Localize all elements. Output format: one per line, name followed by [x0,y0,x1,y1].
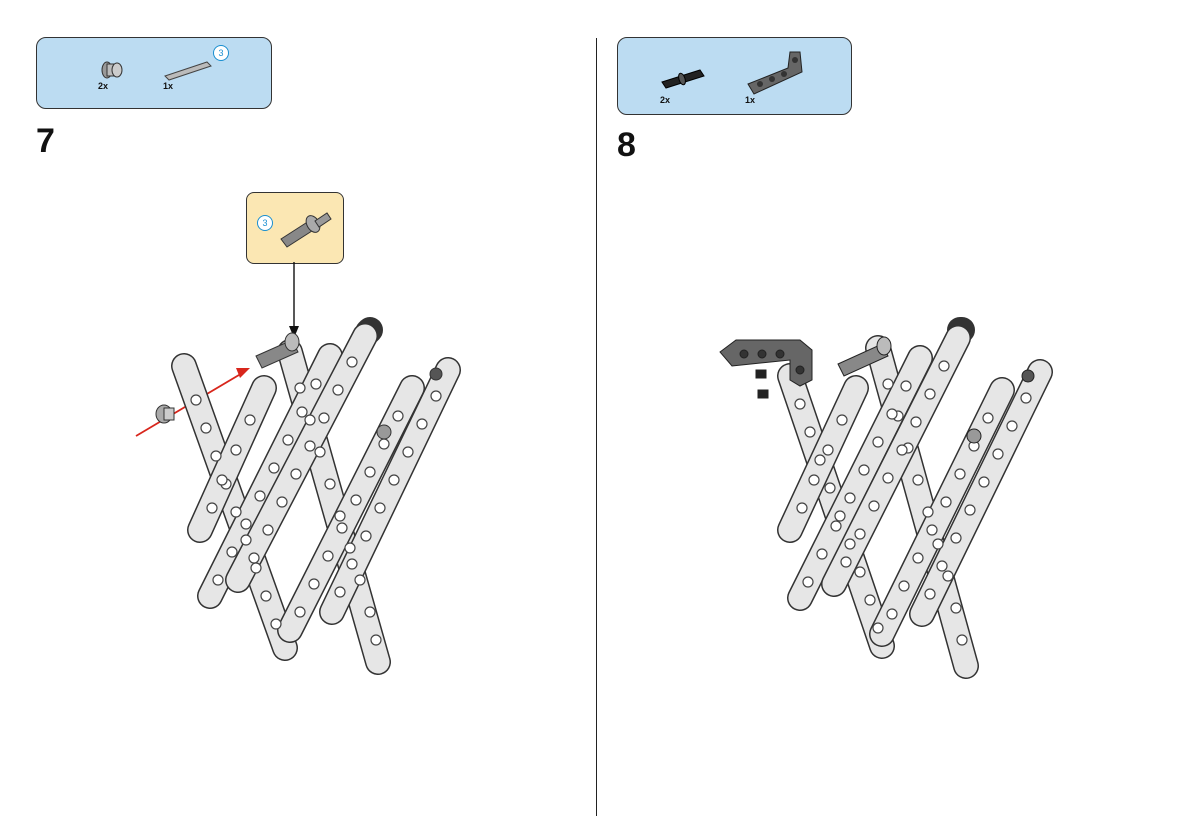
step7-part2-qty: 1x [163,81,174,91]
step8-part2-qty: 1x [745,95,756,105]
step7-callout: 3 [246,192,344,264]
step7-parts-list: 2x 1x 3 [36,37,272,109]
axle-pin-icon [280,212,332,248]
axle-length-badge: 3 [213,45,229,61]
bushing-icon [101,61,123,79]
step8-part1-qty: 2x [660,95,671,105]
step8-number: 8 [617,126,636,164]
step7-part1-qty: 2x [98,81,109,91]
friction-pin-icon [661,69,705,89]
step8-parts-list: 2x 1x [617,37,852,115]
axle-icon [164,61,212,81]
callout-length-badge: 3 [257,215,273,231]
angled-beam-icon [747,51,803,95]
step7-number: 7 [36,122,55,160]
page-divider [596,38,597,816]
